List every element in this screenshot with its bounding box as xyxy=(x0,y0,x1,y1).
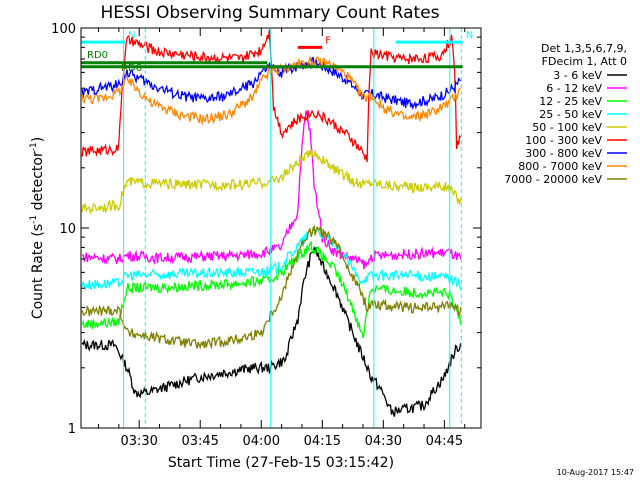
footer-date: 10-Aug-2017 15:47 xyxy=(557,468,634,477)
legend-label-25-50-kev: 25 - 50 keV xyxy=(539,108,602,121)
saa-boundary-lines xyxy=(123,28,462,428)
plot-frame xyxy=(80,27,482,429)
series-line-7000-20000-kev xyxy=(81,224,462,350)
y-axis-label: Count Rate (s-1 detector-1) xyxy=(29,137,46,319)
y-axis: 1 10 100 xyxy=(51,22,481,437)
y-tick-label: 100 xyxy=(51,22,76,37)
x-tick-label: 03:30 xyxy=(120,434,157,449)
legend-label-300-800-kev: 300 - 800 keV xyxy=(525,147,602,160)
flag-markers: N N F RD0 RD6 xyxy=(81,30,473,74)
x-tick-label: 04:30 xyxy=(365,434,402,449)
marker-label-rd6-4: RD6 xyxy=(121,63,142,74)
legend-label-100-300-kev: 100 - 300 keV xyxy=(525,134,602,147)
marker-label-rd0-3: RD0 xyxy=(87,50,108,61)
series-line-3-6-kev xyxy=(81,245,462,417)
legend-label-6-12-kev: 6 - 12 keV xyxy=(546,82,602,95)
series-line-6-12-kev xyxy=(81,110,462,270)
legend-label-50-100-kev: 50 - 100 keV xyxy=(532,121,602,134)
y-tick-label: 1 xyxy=(68,422,76,437)
chart-title: HESSI Observing Summary Count Rates xyxy=(100,3,439,23)
legend-label-7000-20000-kev: 7000 - 20000 keV xyxy=(504,173,602,186)
x-axis-label: Start Time (27-Feb-15 03:15:42) xyxy=(168,455,394,471)
x-tick-label: 04:00 xyxy=(243,434,280,449)
series-line-100-300-kev xyxy=(81,29,462,163)
x-tick-label: 04:45 xyxy=(426,434,463,449)
series-lines xyxy=(81,29,462,417)
marker-label-f-2: F xyxy=(325,35,331,46)
legend: Det 1,3,5,6,7,9,FDecim 1, Att 03 - 6 keV… xyxy=(504,42,627,186)
y-tick-label: 10 xyxy=(59,222,76,237)
series-line-50-100-kev xyxy=(81,149,462,215)
x-tick-label: 03:45 xyxy=(181,434,218,449)
legend-header-line: Det 1,3,5,6,7,9, xyxy=(541,42,627,55)
marker-label-n-0: N xyxy=(128,30,135,41)
legend-label-12-25-kev: 12 - 25 keV xyxy=(539,95,602,108)
marker-label-n-1: N xyxy=(466,30,473,41)
legend-label-3-6-kev: 3 - 6 keV xyxy=(553,69,602,82)
x-axis: 03:30 03:45 04:00 04:15 04:30 04:45 xyxy=(97,28,466,449)
legend-header-line: FDecim 1, Att 0 xyxy=(542,55,627,68)
legend-label-800-7000-kev: 800 - 7000 keV xyxy=(518,160,602,173)
x-tick-label: 04:15 xyxy=(304,434,341,449)
